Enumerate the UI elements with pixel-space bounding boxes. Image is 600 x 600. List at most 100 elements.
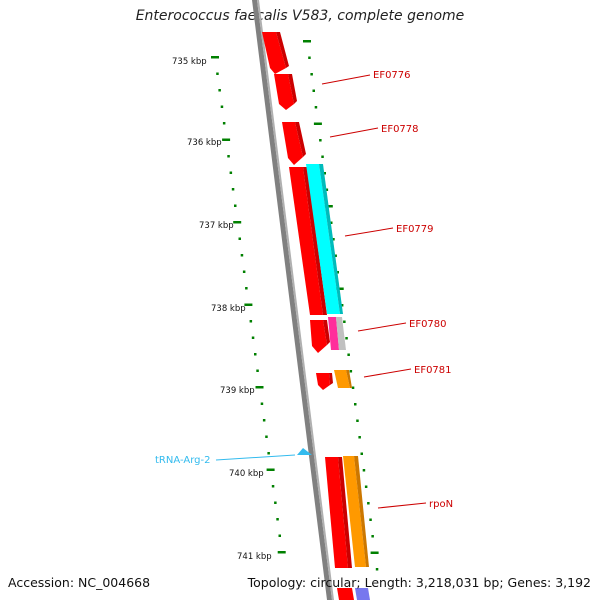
gene-label-ef0780[interactable]: EF0780 (409, 319, 447, 330)
minor-tick (362, 469, 366, 472)
minor-tick (276, 518, 279, 521)
backbone-highlight (257, 0, 334, 600)
major-tick (303, 40, 311, 43)
major-tick (222, 138, 231, 141)
minor-tick (369, 518, 372, 521)
minor-tick (347, 353, 350, 356)
minor-tick (265, 435, 268, 438)
gene-label-rpon[interactable]: rpoN (429, 499, 453, 510)
minor-tick (238, 237, 241, 240)
outer-tick-track (303, 40, 379, 571)
minor-tick (364, 485, 368, 488)
major-tick (233, 221, 242, 224)
feature-track (262, 32, 370, 600)
gene-arrow[interactable] (282, 122, 306, 165)
minor-tick (367, 502, 370, 505)
leader-line-ef0780 (357, 322, 407, 332)
minor-tick (218, 89, 221, 92)
scale-label-740: 740 kbp (229, 469, 264, 479)
minor-tick (314, 106, 318, 109)
gene-arrow-rpon-red[interactable] (325, 457, 352, 568)
minor-tick (251, 336, 255, 339)
minor-tick (345, 337, 348, 340)
minor-tick (310, 73, 313, 76)
minor-tick (271, 485, 275, 488)
minor-tick (351, 386, 355, 389)
map-title: Enterococcus faecalis V583, complete gen… (135, 8, 465, 24)
scale-label-735: 735 kbp (172, 57, 207, 67)
gene-block-ef0780[interactable] (328, 317, 346, 350)
inner-tick-track (211, 56, 286, 554)
gene-label-ef0778[interactable]: EF0778 (381, 124, 419, 135)
minor-tick (278, 534, 281, 537)
leader-line-ef0776 (321, 74, 371, 85)
gene-arrow[interactable] (262, 32, 289, 74)
gene-arrow-bottom[interactable] (337, 588, 354, 600)
minor-tick (231, 188, 235, 191)
minor-tick (308, 56, 311, 59)
major-tick (211, 56, 219, 59)
minor-tick (340, 304, 344, 307)
major-tick (255, 386, 264, 389)
gene-label-ef0781[interactable]: EF0781 (414, 365, 452, 376)
major-tick (266, 468, 275, 471)
trna-label[interactable]: tRNA-Arg-2 (155, 455, 210, 466)
gene-block-rpon[interactable] (343, 456, 369, 567)
minor-tick (334, 254, 337, 257)
minor-tick (267, 452, 270, 455)
minor-tick (321, 155, 324, 158)
minor-tick (220, 105, 224, 108)
minor-tick (256, 369, 259, 372)
minor-tick (371, 535, 374, 538)
minor-tick (216, 72, 219, 75)
minor-tick (312, 89, 315, 92)
minor-tick (249, 320, 253, 323)
major-tick (370, 551, 379, 554)
scale-label-736: 736 kbp (187, 138, 222, 148)
major-tick (313, 122, 322, 125)
leader-line-trna (215, 454, 296, 461)
gene-block-ef0779[interactable] (306, 164, 343, 314)
gene-arrow-ef0779-red[interactable] (289, 167, 327, 315)
minor-tick (319, 139, 322, 142)
leader-line-ef0781 (363, 368, 412, 378)
gene-label-ef0776[interactable]: EF0776 (373, 70, 411, 81)
gene-label-ef0779[interactable]: EF0779 (396, 224, 434, 235)
major-tick (244, 303, 253, 306)
gene-arrow[interactable] (274, 74, 297, 110)
gene-arrow[interactable] (316, 373, 333, 390)
minor-tick (360, 452, 363, 455)
major-tick (277, 551, 286, 554)
minor-tick (375, 568, 379, 571)
minor-tick (229, 171, 233, 174)
minor-tick (222, 122, 226, 125)
gene-arrow[interactable] (310, 320, 330, 353)
minor-tick (227, 155, 230, 158)
accession-text: Accession: NC_004668 (8, 575, 151, 590)
minor-tick (332, 238, 335, 241)
minor-tick (325, 188, 329, 191)
gene-block-bottom-blue[interactable] (355, 588, 370, 600)
minor-tick (234, 204, 237, 207)
minor-tick (358, 436, 361, 439)
minor-tick (262, 419, 266, 422)
leader-line-rpon (377, 502, 427, 509)
minor-tick (323, 172, 326, 175)
genome-backbone (252, 0, 332, 600)
minor-tick (245, 287, 248, 290)
scale-label-738: 738 kbp (211, 304, 246, 314)
major-tick (335, 287, 344, 290)
minor-tick (254, 353, 257, 356)
minor-tick (336, 271, 339, 274)
minor-tick (349, 370, 353, 373)
minor-tick (242, 270, 246, 273)
leader-line-ef0778 (329, 127, 379, 138)
minor-tick (343, 320, 346, 323)
gene-block-ef0781[interactable] (334, 370, 352, 388)
minor-tick (356, 419, 359, 422)
scale-label-741: 741 kbp (237, 552, 272, 562)
trna-marker[interactable] (297, 448, 312, 455)
minor-tick (274, 501, 277, 504)
minor-tick (260, 402, 264, 405)
minor-tick (330, 221, 333, 224)
